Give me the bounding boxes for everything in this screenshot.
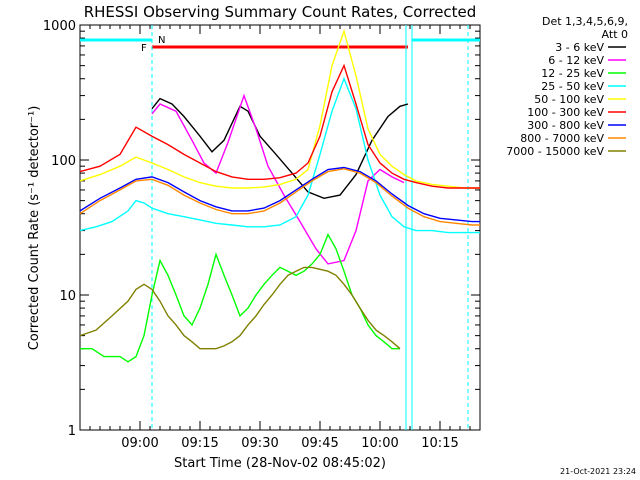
legend-label: 7000 - 15000 keV: [506, 145, 604, 158]
series-line: [79, 168, 480, 226]
y-tick-label: 1000: [43, 19, 76, 34]
legend-label: 100 - 300 keV: [527, 106, 604, 119]
x-tick-label: 09:15: [181, 436, 218, 451]
night-flag: N: [158, 35, 165, 46]
legend-label: 800 - 7000 keV: [520, 132, 604, 145]
chart-title: RHESSI Observing Summary Count Rates, Co…: [84, 3, 477, 21]
legend-label: 3 - 6 keV: [555, 41, 604, 54]
series-line: [80, 232, 400, 363]
legend-label: 12 - 25 keV: [541, 67, 604, 80]
series-line: [79, 76, 480, 234]
series-line: [151, 93, 405, 265]
legend-label: 50 - 100 keV: [534, 93, 604, 106]
legend-label: 6 - 12 keV: [548, 54, 604, 67]
x-axis-label: Start Time (28-Nov-02 08:45:02): [174, 456, 386, 471]
y-tick-label: 100: [51, 154, 76, 169]
x-tick-label: 09:45: [301, 436, 338, 451]
y-tick-label: 1: [68, 424, 76, 439]
y-axis-label: Corrected Count Rate (s⁻¹ detector⁻¹): [27, 106, 42, 351]
x-tick-label: 09:30: [241, 436, 278, 451]
legend-label: 300 - 800 keV: [527, 119, 604, 132]
plot-frame: [79, 24, 481, 431]
x-tick-label: 10:00: [361, 436, 398, 451]
series-line: [79, 63, 480, 189]
footer-date: 21-Oct-2021 23:24: [560, 467, 636, 476]
plot-marks: FN: [79, 25, 480, 430]
x-tick-label: 09:00: [121, 436, 158, 451]
series-line: [79, 166, 480, 223]
legend-label: 25 - 50 keV: [541, 80, 604, 93]
series-line: [151, 97, 409, 200]
plot-axes: 1 10 100 1000 09:00 09:15 09:30 09:45 10:00 10:15: [43, 19, 481, 451]
y-tick-label: 10: [59, 289, 76, 304]
series-line: [79, 28, 480, 189]
x-tick-label: 10:15: [421, 436, 458, 451]
series-line: [79, 266, 401, 350]
legend-title: Att 0: [602, 28, 628, 41]
legend-title: Det 1,3,4,5,6,9,: [542, 15, 628, 28]
flare-flag: F: [141, 43, 147, 54]
